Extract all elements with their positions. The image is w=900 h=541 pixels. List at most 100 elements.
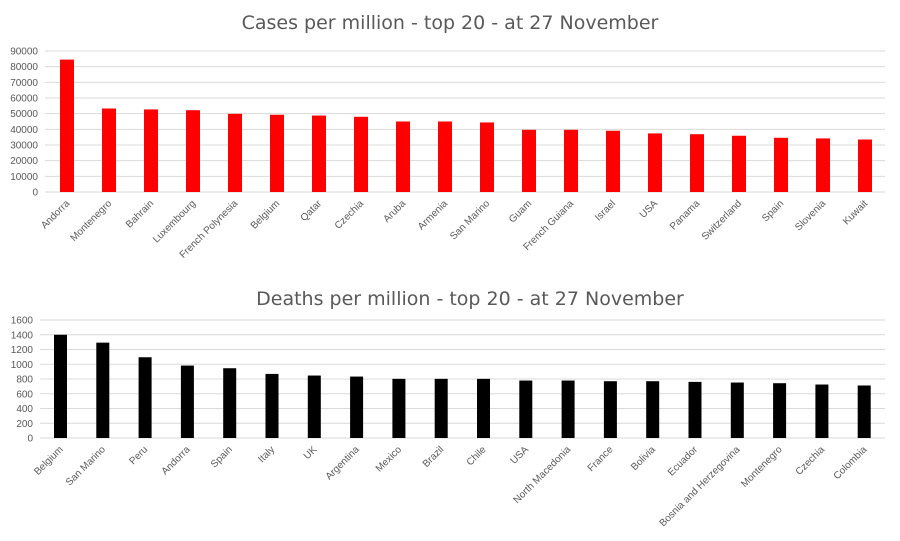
y-tick-label: 80000 (10, 62, 38, 73)
x-category-label: Bosnia and Herzegovina (658, 444, 743, 529)
x-category-label: Spain (760, 198, 786, 224)
cases-bar (690, 134, 704, 192)
cases-bar (228, 113, 242, 192)
deaths-bar (688, 381, 702, 438)
y-tick-label: 1600 (11, 316, 34, 327)
cases-bar (312, 115, 326, 192)
y-tick-label: 20000 (10, 156, 38, 167)
x-category-label: Aruba (381, 198, 408, 225)
cases-bar (438, 121, 452, 192)
deaths-bar (350, 376, 364, 438)
x-category-label: Bolivia (629, 444, 658, 473)
cases-bar (186, 110, 200, 192)
x-category-label: Switzerland (700, 198, 744, 242)
x-category-label: Argentina (324, 444, 362, 482)
x-category-label: Mexico (374, 444, 404, 474)
y-tick-label: 30000 (10, 141, 38, 152)
x-category-label: UK (302, 444, 320, 462)
x-category-label: Montenegro (69, 198, 115, 244)
cases-bar (606, 130, 620, 192)
cases-bar (564, 129, 578, 192)
y-tick-label: 200 (16, 419, 33, 430)
cases-chart: 0 10000 20000 30000 40000 50000 60000 70000 8000… (10, 47, 885, 261)
y-tick-label: 1400 (11, 330, 34, 341)
y-tick-label: 10000 (10, 172, 38, 183)
x-category-label: Belgium (249, 198, 282, 231)
deaths-bar (561, 380, 575, 438)
x-category-label: Montenegro (739, 444, 785, 490)
cases-bar (522, 129, 536, 192)
x-category-label: Armenia (416, 198, 450, 232)
y-tick-label: 70000 (10, 78, 38, 89)
x-category-label: Czechia (333, 198, 367, 232)
deaths-bar (603, 381, 617, 438)
x-category-label: Brazil (421, 444, 446, 469)
chart-title-cases: Cases per million - top 20 - at 27 Novem… (242, 12, 659, 34)
cases-bar (858, 139, 872, 192)
x-category-label: San Marino (448, 198, 492, 242)
deaths-bar (265, 373, 279, 438)
x-category-label: Andorra (160, 444, 193, 477)
chart-title-deaths: Deaths per million - top 20 - at 27 Nove… (256, 288, 684, 310)
x-category-label: Czechia (794, 444, 828, 478)
deaths-bar (392, 378, 406, 438)
deaths-bar (519, 380, 533, 438)
x-category-label: Bahrain (124, 198, 156, 230)
y-tick-label: 0 (32, 188, 38, 199)
cases-bar (270, 114, 284, 192)
cases-bar (648, 133, 662, 192)
x-category-label: Panama (668, 198, 702, 232)
x-category-label: Guam (507, 198, 534, 225)
deaths-bar (307, 375, 321, 438)
x-category-label: Ecuador (666, 444, 701, 479)
y-tick-label: 600 (16, 389, 33, 400)
y-tick-label: 400 (16, 404, 33, 415)
x-category-label: Italy (256, 444, 277, 465)
x-category-label: Spain (209, 444, 235, 470)
deaths-bar (223, 368, 237, 438)
deaths-bar (180, 365, 194, 438)
x-category-label: San Marino (64, 444, 108, 488)
deaths-chart: 0 200 400 600 800 1000 1200 1400 1600 BelgiumSan … (11, 316, 885, 529)
x-category-label: Belgium (32, 444, 65, 477)
deaths-bar (773, 383, 787, 438)
x-category-label: Qatar (299, 198, 325, 224)
x-category-label: Slovenia (793, 198, 828, 233)
cases-bar (102, 108, 116, 192)
cases-bar (732, 135, 746, 192)
x-category-label: Chile (465, 444, 489, 468)
cases-bar (60, 59, 74, 192)
deaths-bar (434, 378, 448, 438)
deaths-bar (857, 385, 871, 438)
y-tick-label: 0 (27, 434, 33, 445)
y-tick-label: 90000 (10, 47, 38, 58)
x-category-label: Israel (593, 198, 618, 223)
y-tick-label: 1000 (11, 360, 34, 371)
cases-bar (816, 138, 830, 192)
x-category-label: Andorra (39, 198, 72, 231)
x-category-label: USA (509, 444, 532, 467)
cases-bar (774, 137, 788, 192)
cases-bar (480, 122, 494, 192)
y-tick-label: 60000 (10, 94, 38, 105)
y-tick-label: 1200 (11, 345, 34, 356)
deaths-bar (96, 342, 110, 438)
deaths-bar (477, 378, 490, 438)
cases-bar (144, 109, 158, 192)
x-category-label: Kuwait (841, 198, 870, 227)
deaths-bar (730, 382, 744, 438)
deaths-bar (815, 384, 829, 438)
y-tick-label: 40000 (10, 125, 38, 136)
x-category-label: Peru (128, 444, 151, 467)
x-category-label: France (586, 444, 616, 474)
cases-bar (396, 121, 410, 192)
x-category-label: Colombia (832, 444, 870, 482)
x-category-label: USA (638, 198, 661, 221)
deaths-bar (646, 381, 660, 438)
deaths-bar (138, 357, 152, 438)
y-tick-label: 50000 (10, 109, 38, 120)
deaths-bar (54, 334, 67, 438)
cases-bar (354, 116, 368, 192)
y-tick-label: 800 (16, 375, 33, 386)
